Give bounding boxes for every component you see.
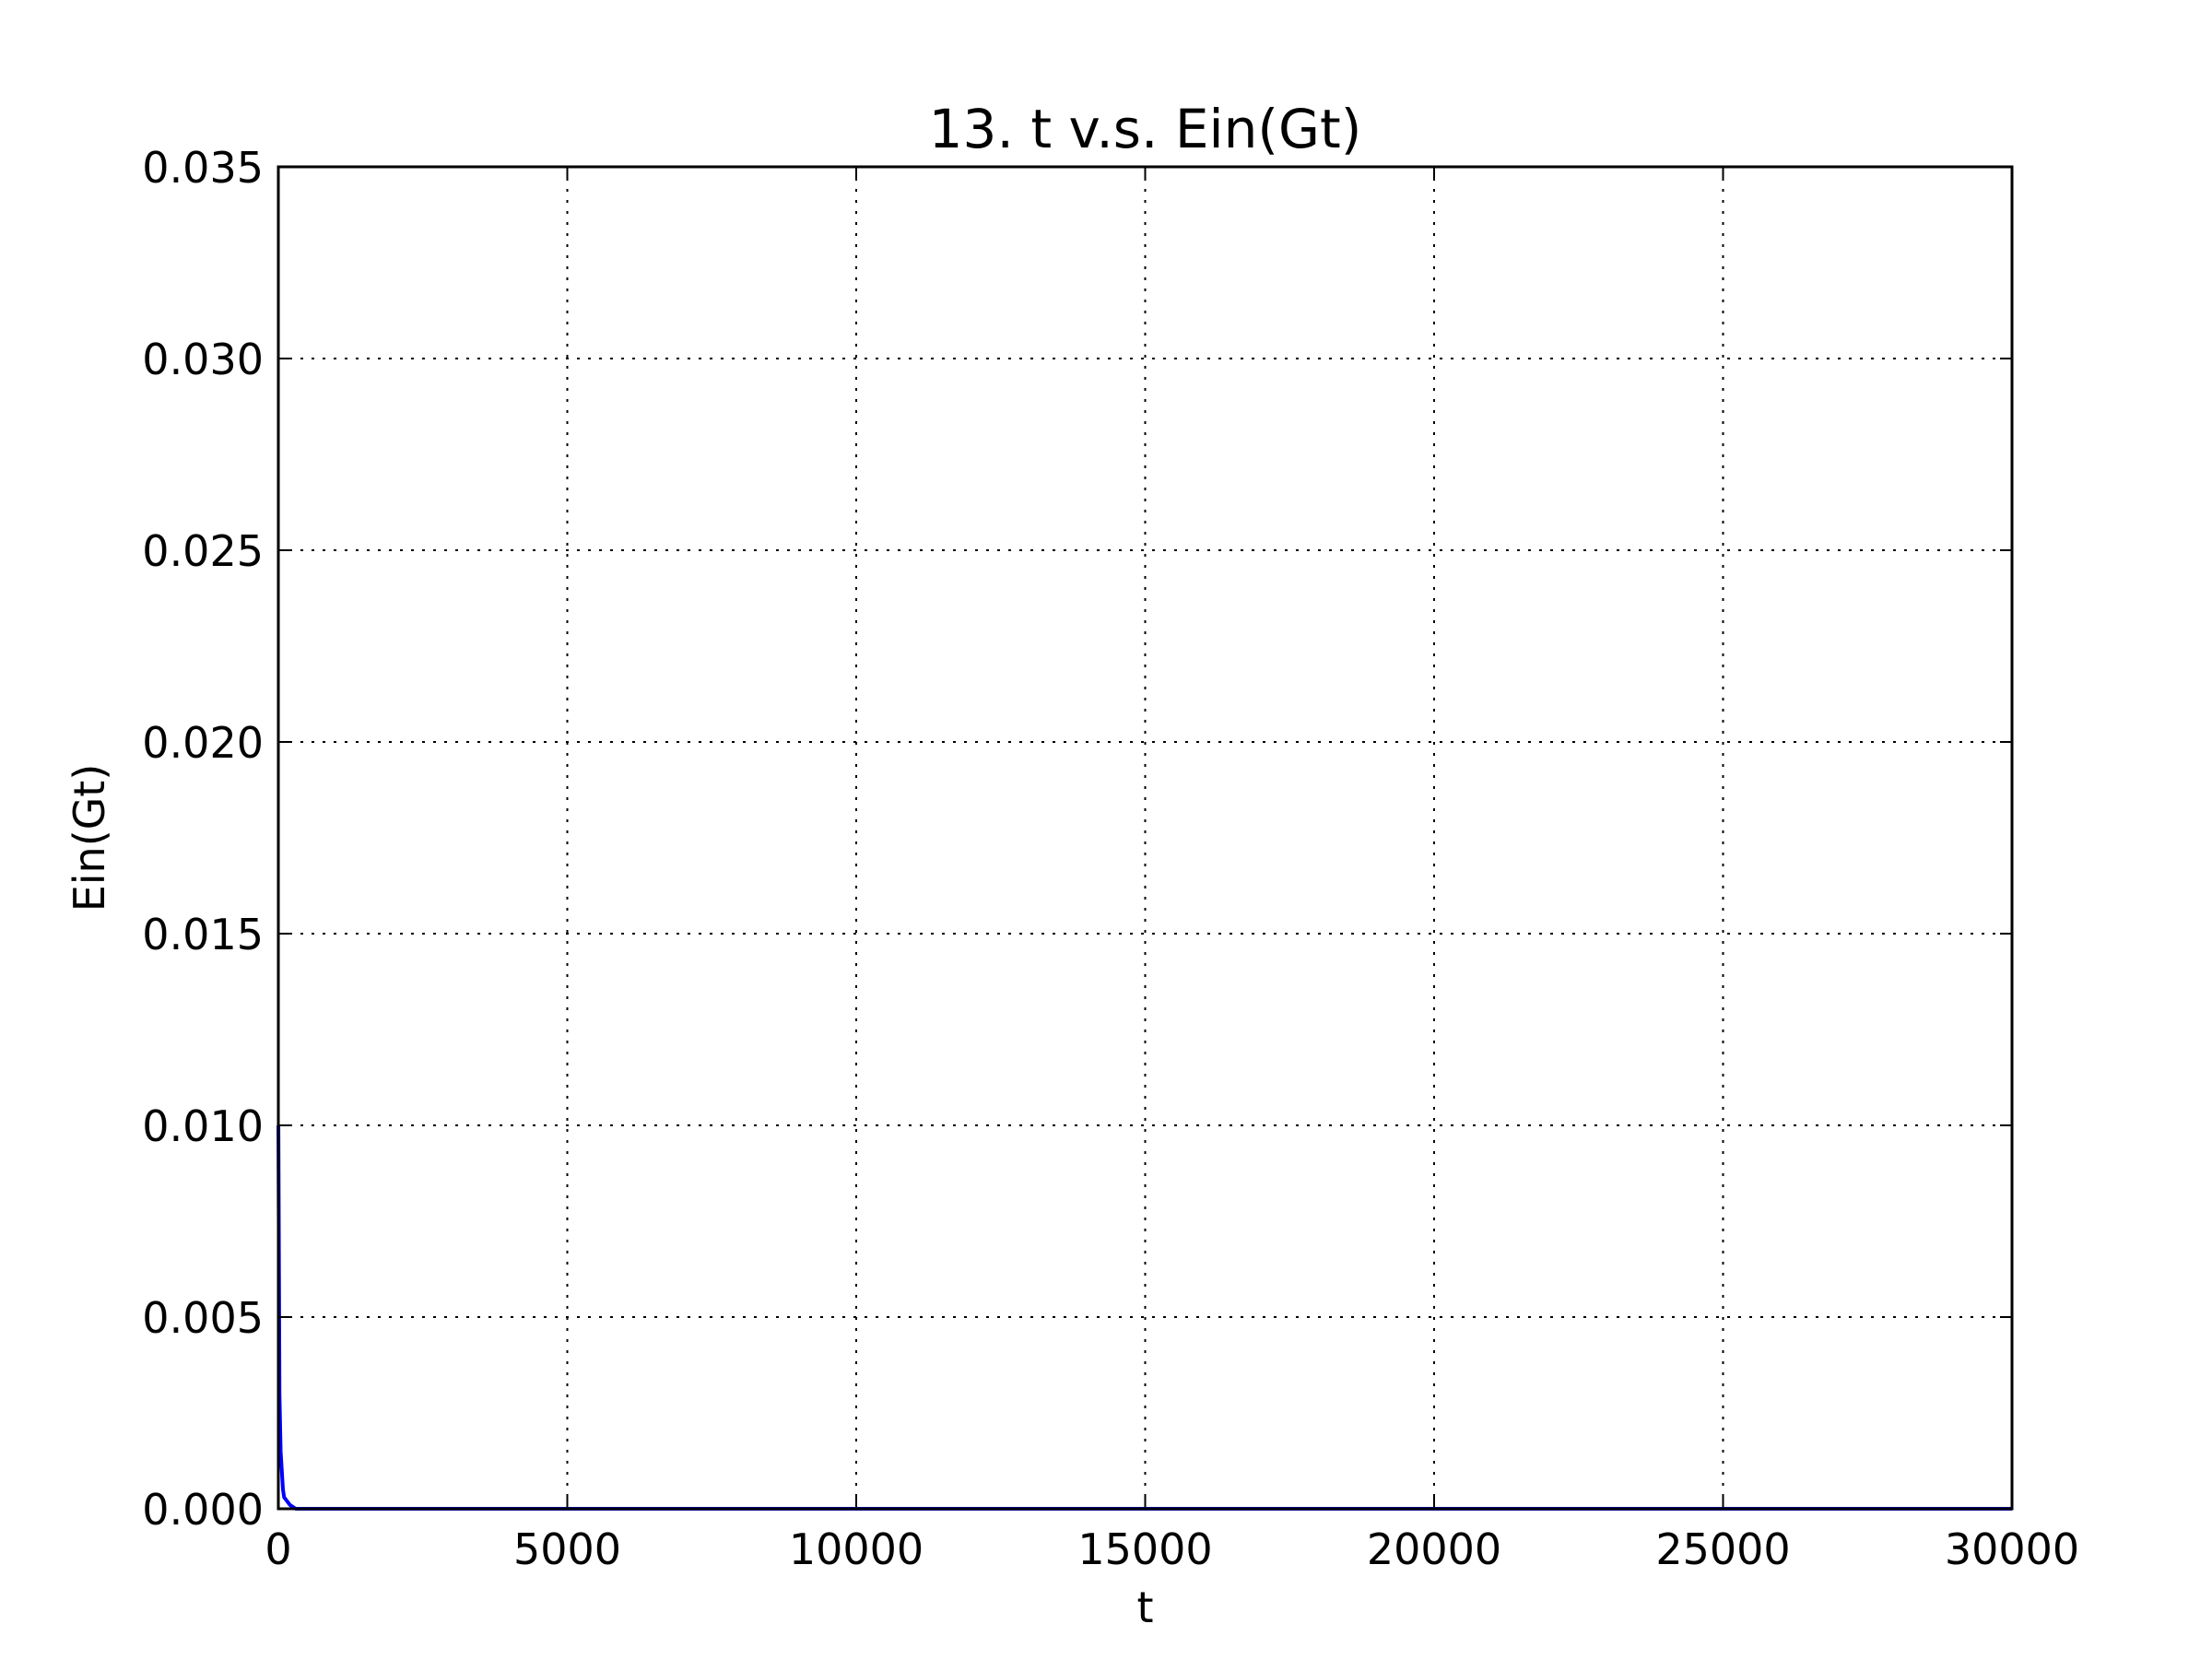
x-tick-label: 30000 — [1945, 1524, 2079, 1574]
x-tick-label: 15000 — [1077, 1524, 1212, 1574]
y-axis-label: Ein(Gt) — [65, 764, 114, 912]
y-tick-label: 0.025 — [142, 526, 264, 576]
x-axis-label: t — [1136, 1583, 1153, 1632]
x-tick-label: 5000 — [513, 1524, 621, 1574]
y-tick-label: 0.015 — [142, 910, 264, 959]
x-tick-label: 0 — [265, 1524, 291, 1574]
x-tick-label: 20000 — [1367, 1524, 1501, 1574]
y-tick-label: 0.000 — [142, 1485, 264, 1535]
y-tick-label: 0.035 — [142, 143, 264, 193]
y-tick-label: 0.010 — [142, 1101, 264, 1151]
y-tick-label: 0.005 — [142, 1293, 264, 1343]
grid — [278, 167, 2012, 1509]
chart-title: 13. t v.s. Ein(Gt) — [929, 98, 1362, 160]
ticks: 0 5000 10000 15000 20000 25000 30000 0.000 0.005… — [142, 143, 2079, 1574]
x-tick-label: 25000 — [1655, 1524, 1790, 1574]
x-tick-label: 10000 — [789, 1524, 924, 1574]
y-tick-label: 0.020 — [142, 718, 264, 768]
y-tick-label: 0.030 — [142, 335, 264, 384]
